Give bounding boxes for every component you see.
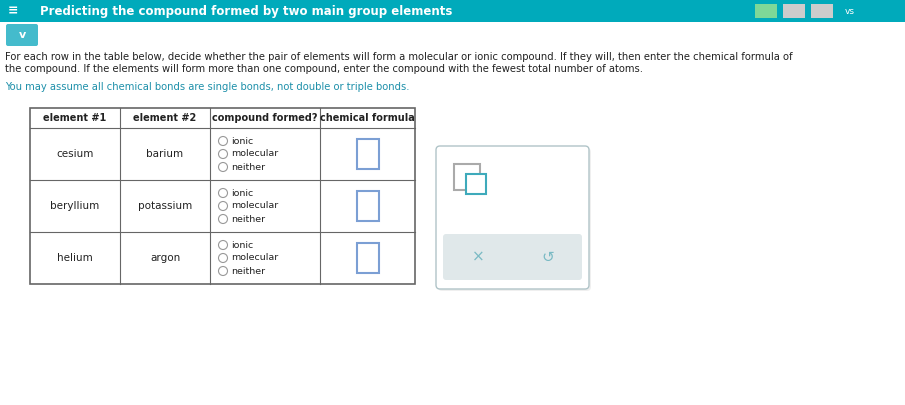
Circle shape xyxy=(218,162,227,171)
Text: chemical formula: chemical formula xyxy=(320,113,414,123)
Circle shape xyxy=(218,241,227,249)
Text: molecular: molecular xyxy=(231,202,278,211)
Bar xyxy=(357,243,378,273)
Text: potassium: potassium xyxy=(138,201,192,211)
Text: neither: neither xyxy=(231,162,265,171)
Text: ≡: ≡ xyxy=(8,4,18,17)
Text: molecular: molecular xyxy=(231,149,278,158)
Circle shape xyxy=(218,149,227,158)
Text: cesium: cesium xyxy=(56,149,94,159)
Text: ionic: ionic xyxy=(231,136,253,145)
Circle shape xyxy=(218,254,227,262)
Circle shape xyxy=(218,202,227,211)
Text: ×: × xyxy=(472,249,484,264)
Text: element #1: element #1 xyxy=(43,113,107,123)
Text: barium: barium xyxy=(147,149,184,159)
Circle shape xyxy=(218,136,227,145)
FancyBboxPatch shape xyxy=(438,148,591,291)
Bar xyxy=(454,164,480,190)
Text: element #2: element #2 xyxy=(133,113,196,123)
Bar xyxy=(755,4,777,18)
Text: ↺: ↺ xyxy=(541,249,555,264)
Text: You may assume all chemical bonds are single bonds, not double or triple bonds.: You may assume all chemical bonds are si… xyxy=(5,82,409,92)
Text: helium: helium xyxy=(57,253,93,263)
Text: vs: vs xyxy=(845,6,855,15)
Text: compound formed?: compound formed? xyxy=(213,113,318,123)
Bar xyxy=(0,0,905,22)
Text: molecular: molecular xyxy=(231,254,278,262)
FancyBboxPatch shape xyxy=(443,234,582,280)
Bar xyxy=(357,139,378,169)
Text: the compound. If the elements will form more than one compound, enter the compou: the compound. If the elements will form … xyxy=(5,64,643,74)
Text: argon: argon xyxy=(150,253,180,263)
Text: ionic: ionic xyxy=(231,241,253,249)
Circle shape xyxy=(218,188,227,198)
Circle shape xyxy=(218,215,227,224)
Text: For each row in the table below, decide whether the pair of elements will form a: For each row in the table below, decide … xyxy=(5,52,793,62)
FancyBboxPatch shape xyxy=(6,24,38,46)
Text: v: v xyxy=(18,30,25,40)
Bar xyxy=(783,4,805,18)
Bar xyxy=(811,4,833,18)
Text: beryllium: beryllium xyxy=(51,201,100,211)
Circle shape xyxy=(884,2,902,20)
Circle shape xyxy=(218,266,227,275)
Bar xyxy=(30,108,415,284)
Text: neither: neither xyxy=(231,215,265,224)
FancyBboxPatch shape xyxy=(436,146,589,289)
Bar xyxy=(357,191,378,221)
Text: Predicting the compound formed by two main group elements: Predicting the compound formed by two ma… xyxy=(40,4,452,17)
Text: ionic: ionic xyxy=(231,188,253,198)
Text: neither: neither xyxy=(231,266,265,275)
Bar xyxy=(466,174,486,194)
